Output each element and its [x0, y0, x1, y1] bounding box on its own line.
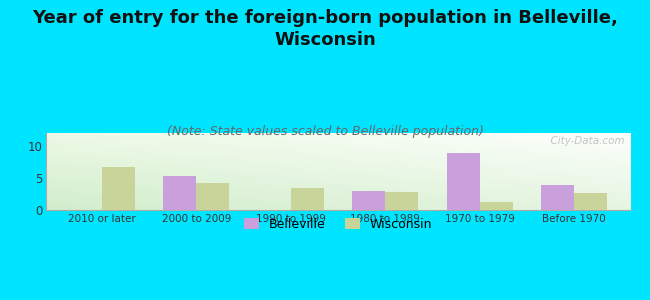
Bar [541, 184, 574, 210]
Bar [291, 188, 324, 210]
Bar [102, 167, 135, 210]
Legend: Belleville, Wisconsin: Belleville, Wisconsin [239, 213, 437, 236]
Bar [385, 192, 418, 210]
Bar [352, 191, 385, 210]
Bar [447, 153, 480, 210]
Text: Year of entry for the foreign-born population in Belleville,
Wisconsin: Year of entry for the foreign-born popul… [32, 9, 618, 49]
Bar [163, 176, 196, 210]
Text: (Note: State values scaled to Belleville population): (Note: State values scaled to Belleville… [166, 124, 484, 137]
Bar [480, 202, 513, 210]
Bar [574, 193, 607, 210]
Bar [196, 183, 229, 210]
Text: City-Data.com: City-Data.com [544, 136, 625, 146]
